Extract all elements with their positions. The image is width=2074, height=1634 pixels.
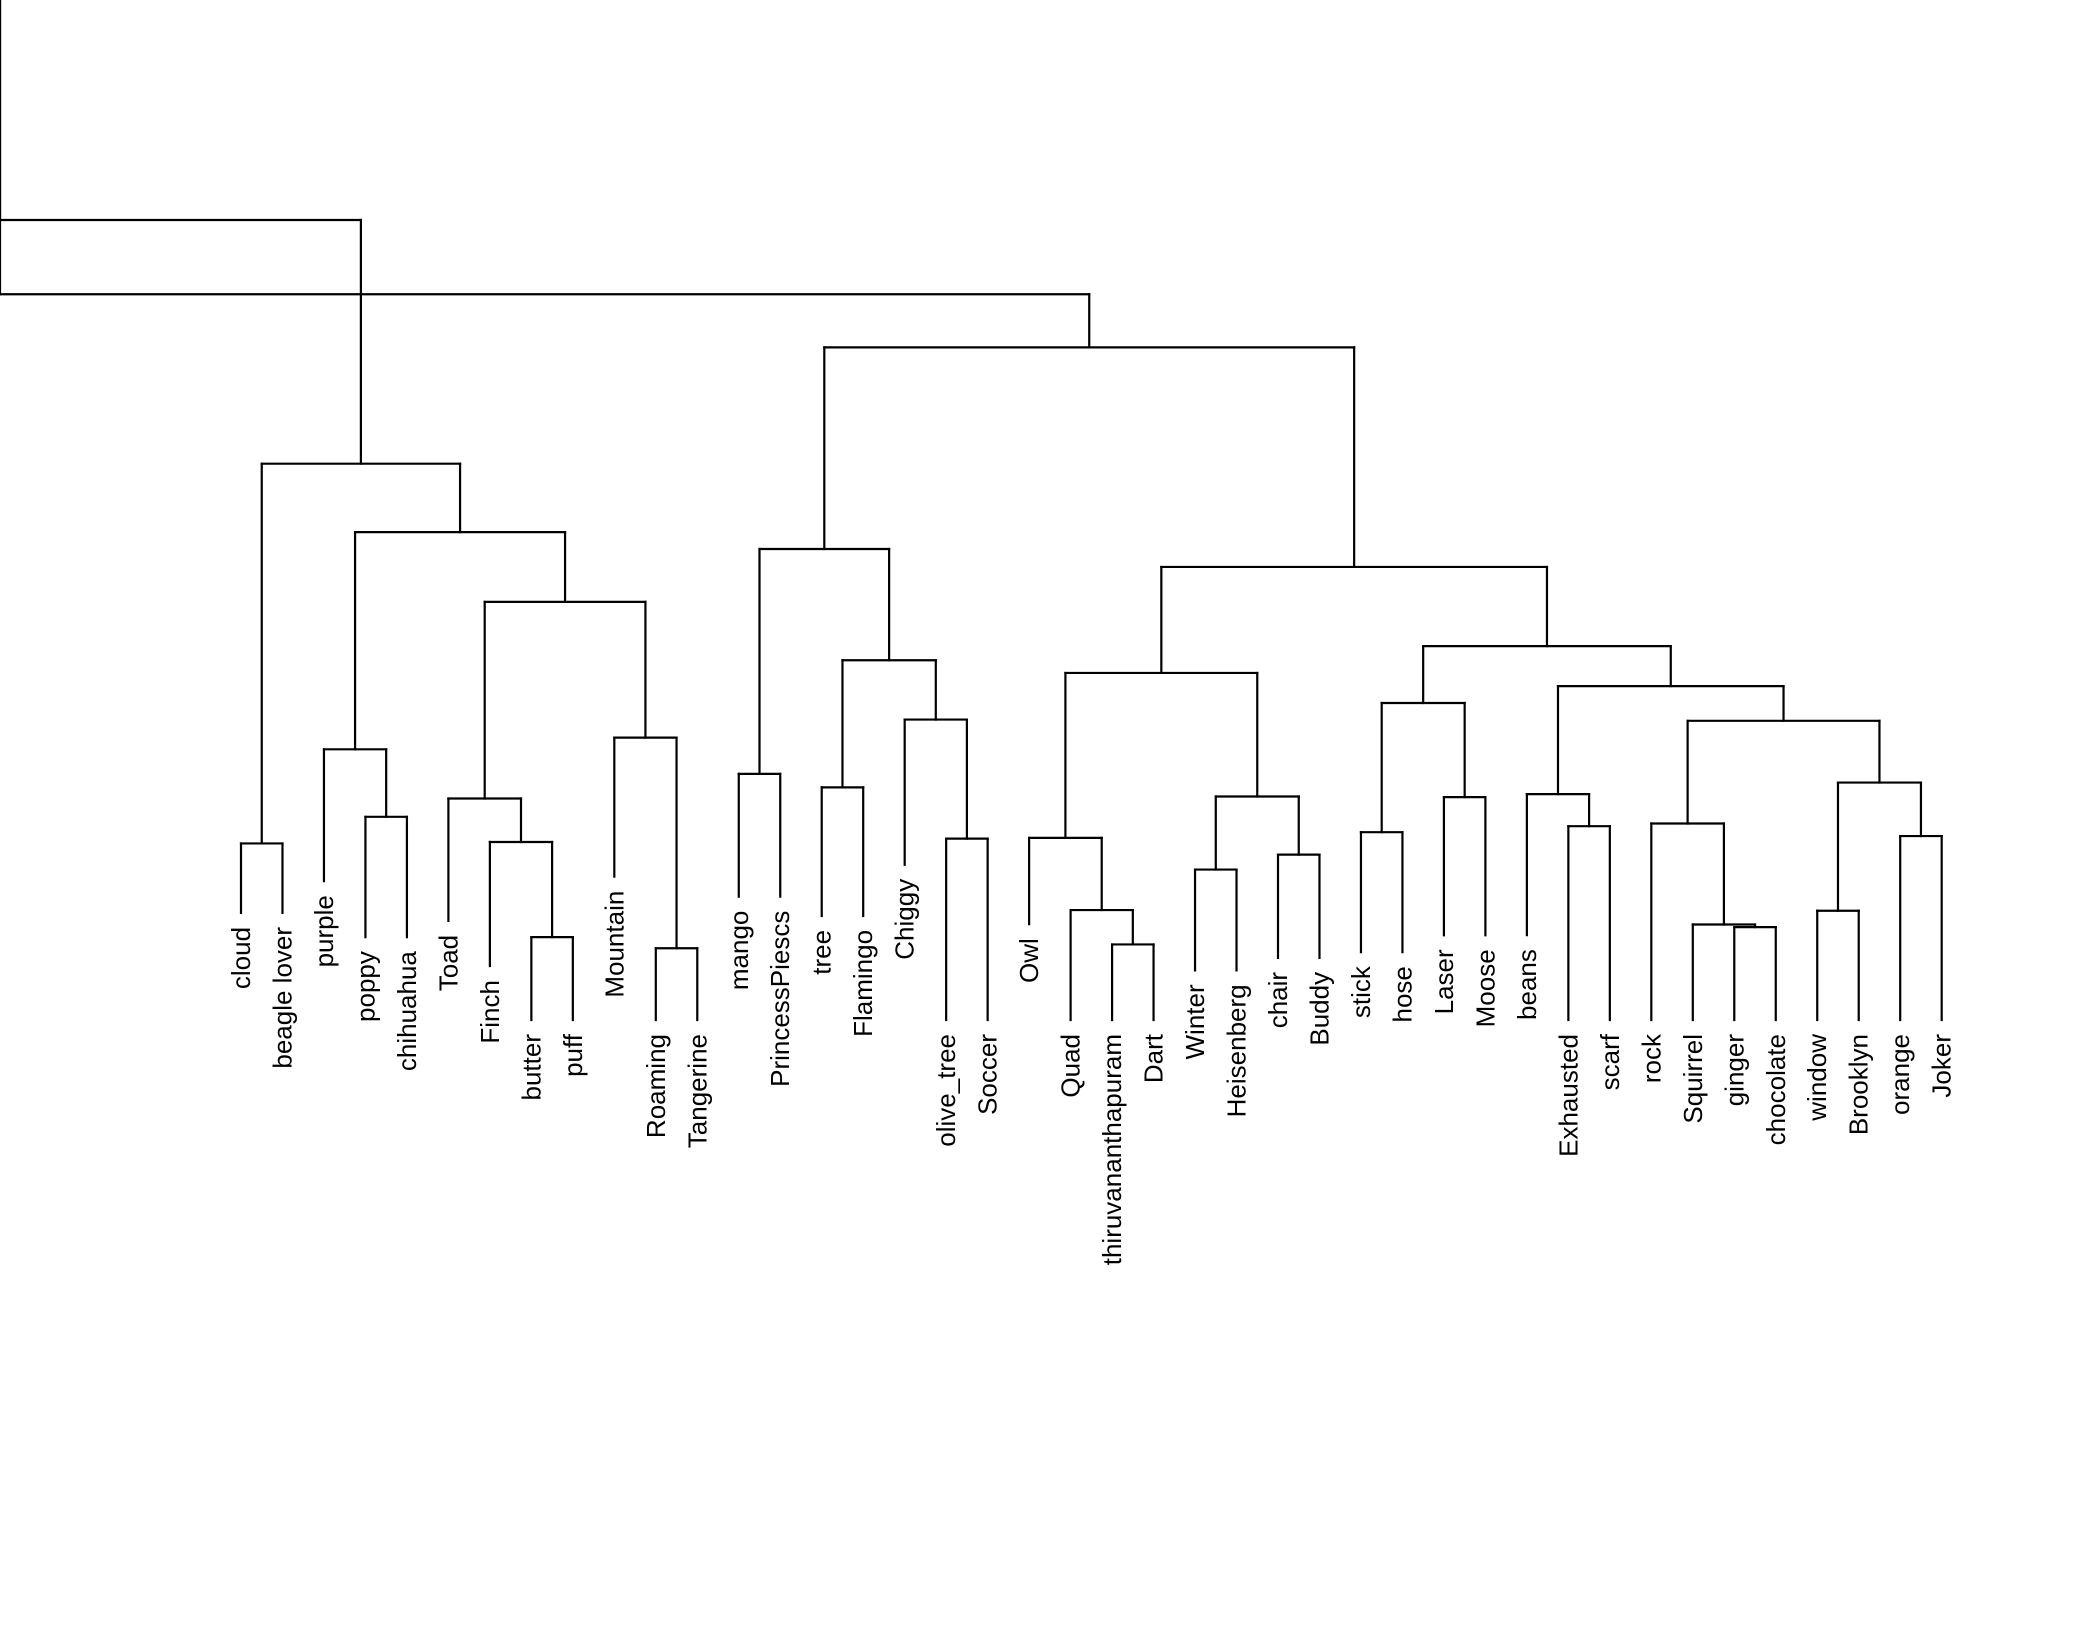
leaf-label: olive_tree	[931, 1034, 961, 1147]
leaf-label: puff	[558, 1033, 588, 1077]
leaf-label: Winter	[1180, 984, 1210, 1059]
leaf-label: Quad	[1056, 1034, 1086, 1098]
leaf-label: mango	[724, 911, 754, 991]
leaf-label: Roaming	[641, 1034, 671, 1138]
leaf-label: butter	[516, 1034, 546, 1101]
leaf-label: cloud	[226, 927, 256, 989]
leaf-label: window	[1802, 1034, 1832, 1122]
leaf-label: Squirrel	[1678, 1034, 1708, 1124]
leaf-label: tree	[807, 930, 837, 975]
leaf-label: Flamingo	[848, 930, 878, 1037]
leaf-label: Laser	[1429, 949, 1459, 1014]
leaf-label: purple	[309, 895, 339, 967]
leaf-label: Owl	[1014, 938, 1044, 983]
leaf-label: beans	[1512, 949, 1542, 1020]
leaf-label: stick	[1346, 965, 1376, 1018]
leaf-label: Soccer	[973, 1034, 1003, 1115]
leaf-label: scarf	[1595, 1033, 1625, 1090]
leaf-label: chair	[1263, 972, 1293, 1029]
leaf-label: thiruvananthapuram	[1097, 1034, 1127, 1265]
leaf-label: Exhausted	[1553, 1034, 1583, 1157]
leaf-label: Joker	[1927, 1034, 1957, 1098]
leaf-label: orange	[1885, 1034, 1915, 1115]
leaf-label: Mountain	[599, 891, 629, 998]
leaf-label: rock	[1636, 1033, 1666, 1083]
dendrogram-links	[0, 0, 1943, 1022]
leaf-label: Buddy	[1304, 972, 1334, 1046]
leaf-label: beagle lover	[267, 927, 297, 1069]
leaf-label: Finch	[475, 980, 505, 1044]
leaf-label: Toad	[433, 935, 463, 991]
leaf-label: Brooklyn	[1844, 1034, 1874, 1135]
leaf-label: chihuahua	[392, 951, 422, 1072]
leaf-label: ginger	[1719, 1034, 1749, 1107]
leaf-label: Chiggy	[890, 879, 920, 960]
leaf-label: PrincessPiescs	[765, 911, 795, 1087]
leaf-label: poppy	[350, 951, 380, 1022]
leaf-label: chocolate	[1761, 1034, 1791, 1145]
leaf-label: hose	[1387, 966, 1417, 1022]
dendrogram-labels: cloud beagle lover purple poppy chihuahua Toa…	[226, 879, 1957, 1265]
leaf-label: Dart	[1139, 1033, 1169, 1083]
leaf-label: Moose	[1470, 949, 1500, 1027]
leaf-label: Heisenberg	[1222, 984, 1252, 1117]
leaf-label: Tangerine	[682, 1034, 712, 1148]
